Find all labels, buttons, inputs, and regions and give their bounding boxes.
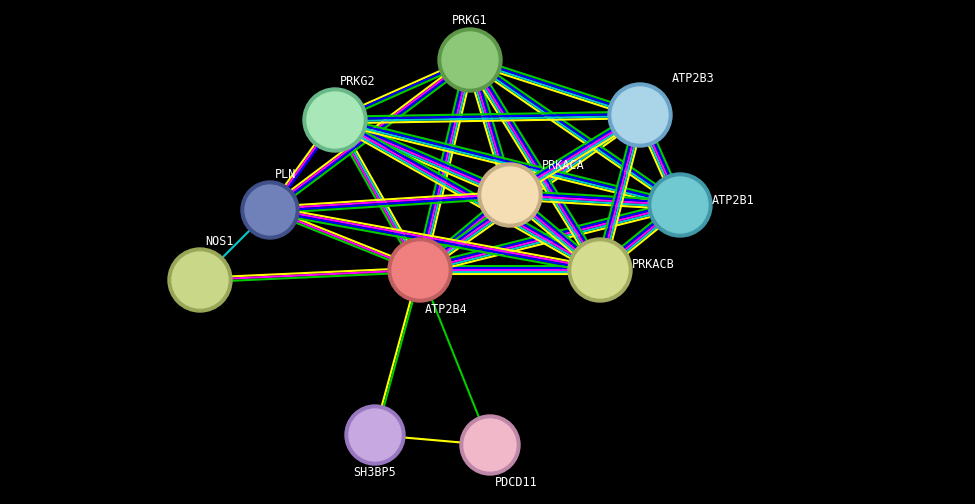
Circle shape (168, 248, 232, 312)
Circle shape (652, 177, 708, 233)
Circle shape (478, 163, 542, 227)
Circle shape (482, 167, 538, 223)
Text: ATP2B4: ATP2B4 (425, 303, 468, 316)
Circle shape (572, 242, 628, 298)
Circle shape (345, 405, 405, 465)
Circle shape (442, 32, 498, 88)
Circle shape (464, 419, 516, 471)
Text: PRKG1: PRKG1 (452, 14, 488, 27)
Circle shape (172, 252, 228, 308)
Text: PRKACA: PRKACA (542, 159, 585, 172)
Text: PRKACB: PRKACB (632, 259, 675, 272)
Circle shape (612, 87, 668, 143)
Circle shape (307, 92, 363, 148)
Circle shape (245, 185, 295, 235)
Circle shape (349, 409, 401, 461)
Text: ATP2B1: ATP2B1 (712, 194, 755, 207)
Circle shape (388, 238, 452, 302)
Circle shape (303, 88, 367, 152)
Circle shape (392, 242, 448, 298)
Circle shape (608, 83, 672, 147)
Text: PRKG2: PRKG2 (340, 75, 375, 88)
Text: ATP2B3: ATP2B3 (672, 72, 715, 85)
Text: PLN: PLN (275, 168, 296, 181)
Text: PDCD11: PDCD11 (495, 476, 538, 489)
Circle shape (241, 181, 299, 239)
Circle shape (648, 173, 712, 237)
Text: NOS1: NOS1 (205, 235, 233, 248)
Text: SH3BP5: SH3BP5 (354, 466, 397, 479)
Circle shape (460, 415, 520, 475)
Circle shape (568, 238, 632, 302)
Circle shape (438, 28, 502, 92)
